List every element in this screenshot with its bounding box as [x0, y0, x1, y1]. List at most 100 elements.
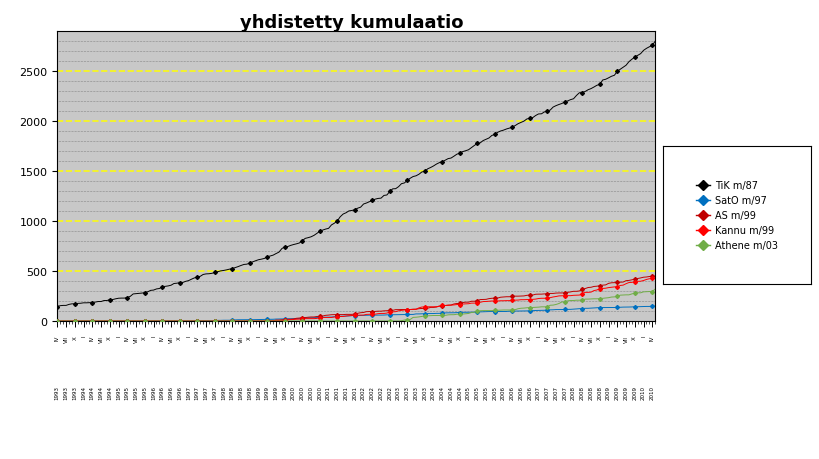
Text: VII: VII [133, 335, 138, 342]
Text: 2003: 2003 [405, 386, 410, 399]
Text: 2009: 2009 [615, 386, 620, 399]
Text: 2006: 2006 [527, 386, 532, 399]
Text: 2004: 2004 [440, 386, 445, 399]
Text: 2008: 2008 [597, 386, 602, 399]
Text: I: I [221, 335, 226, 337]
Text: I: I [606, 335, 611, 337]
Text: I: I [536, 335, 541, 337]
Text: 2006: 2006 [509, 386, 515, 399]
Text: 1995: 1995 [116, 386, 121, 399]
Text: IV: IV [509, 335, 515, 341]
Text: VII: VII [518, 335, 523, 342]
Text: 1999: 1999 [283, 386, 287, 399]
Text: I: I [81, 335, 86, 337]
Text: 1998: 1998 [247, 386, 252, 399]
Text: 2006: 2006 [518, 386, 523, 399]
Text: 2009: 2009 [623, 386, 628, 399]
Text: X: X [457, 335, 462, 339]
Text: VII: VII [238, 335, 243, 342]
Text: VII: VII [274, 335, 278, 342]
Text: IV: IV [475, 335, 480, 341]
Text: 1993: 1993 [72, 386, 77, 399]
Text: X: X [387, 335, 392, 339]
Text: VII: VII [98, 335, 103, 342]
Text: 2005: 2005 [492, 386, 497, 399]
Text: 2007: 2007 [545, 386, 550, 399]
Text: I: I [431, 335, 436, 337]
Text: 2002: 2002 [378, 386, 383, 399]
Text: 1995: 1995 [124, 386, 130, 399]
Text: 2006: 2006 [501, 386, 506, 399]
Text: IV: IV [440, 335, 445, 341]
Text: I: I [361, 335, 366, 337]
Text: 1999: 1999 [265, 386, 269, 399]
Text: IV: IV [615, 335, 620, 341]
Text: 1996: 1996 [151, 386, 156, 399]
Text: 2002: 2002 [370, 386, 375, 399]
Text: 2004: 2004 [449, 386, 454, 399]
Text: 2003: 2003 [396, 386, 401, 399]
Text: 2005: 2005 [483, 386, 489, 399]
Text: 2001: 2001 [352, 386, 357, 399]
Text: I: I [256, 335, 261, 337]
Text: yhdistetty kumulaatio: yhdistetty kumulaatio [241, 14, 464, 32]
Text: IV: IV [335, 335, 340, 341]
Text: 2010: 2010 [641, 386, 646, 399]
Text: X: X [632, 335, 637, 339]
Text: X: X [72, 335, 77, 339]
Text: X: X [178, 335, 183, 339]
Text: VII: VII [169, 335, 174, 342]
Text: 1994: 1994 [98, 386, 103, 399]
Text: X: X [423, 335, 428, 339]
Text: IV: IV [300, 335, 305, 341]
Text: 2004: 2004 [431, 386, 436, 399]
Text: 2002: 2002 [361, 386, 366, 399]
Text: 2003: 2003 [414, 386, 419, 399]
Text: 2000: 2000 [300, 386, 305, 399]
Text: VII: VII [554, 335, 559, 342]
Text: 1993: 1993 [64, 386, 69, 399]
Text: 1996: 1996 [178, 386, 183, 399]
Text: X: X [107, 335, 112, 339]
Text: VII: VII [378, 335, 383, 342]
Text: 2008: 2008 [571, 386, 576, 399]
Text: 1994: 1994 [90, 386, 95, 399]
Text: 2007: 2007 [563, 386, 568, 399]
Text: 1999: 1999 [274, 386, 278, 399]
Text: 2008: 2008 [589, 386, 594, 399]
Text: IV: IV [230, 335, 235, 341]
Text: I: I [326, 335, 331, 337]
Text: 1993: 1993 [55, 386, 60, 399]
Text: X: X [317, 335, 323, 339]
Legend: TiK m/87, SatO m/97, AS m/99, Kannu m/99, Athene m/03: TiK m/87, SatO m/97, AS m/99, Kannu m/99… [693, 178, 781, 253]
Text: IV: IV [545, 335, 550, 341]
Text: IV: IV [90, 335, 95, 341]
Text: IV: IV [370, 335, 375, 341]
Text: 1997: 1997 [195, 386, 200, 399]
Text: X: X [247, 335, 252, 339]
Text: I: I [571, 335, 576, 337]
Text: VII: VII [309, 335, 314, 342]
Text: I: I [116, 335, 121, 337]
Text: 2005: 2005 [466, 386, 471, 399]
Text: 1994: 1994 [107, 386, 112, 399]
Text: 1997: 1997 [204, 386, 209, 399]
Text: X: X [563, 335, 568, 339]
Text: IV: IV [124, 335, 130, 341]
Text: IV: IV [195, 335, 200, 341]
Text: IV: IV [265, 335, 269, 341]
Text: 2003: 2003 [423, 386, 428, 399]
Text: 2005: 2005 [475, 386, 480, 399]
Text: 2001: 2001 [343, 386, 349, 399]
Text: 2000: 2000 [309, 386, 314, 399]
Text: X: X [527, 335, 532, 339]
Text: 2007: 2007 [554, 386, 559, 399]
Text: VII: VII [623, 335, 628, 342]
Text: X: X [597, 335, 602, 339]
Text: 2000: 2000 [291, 386, 296, 399]
Text: IV: IV [160, 335, 165, 341]
Text: VII: VII [343, 335, 349, 342]
Text: I: I [151, 335, 156, 337]
Text: VII: VII [64, 335, 69, 342]
Text: 1995: 1995 [143, 386, 147, 399]
